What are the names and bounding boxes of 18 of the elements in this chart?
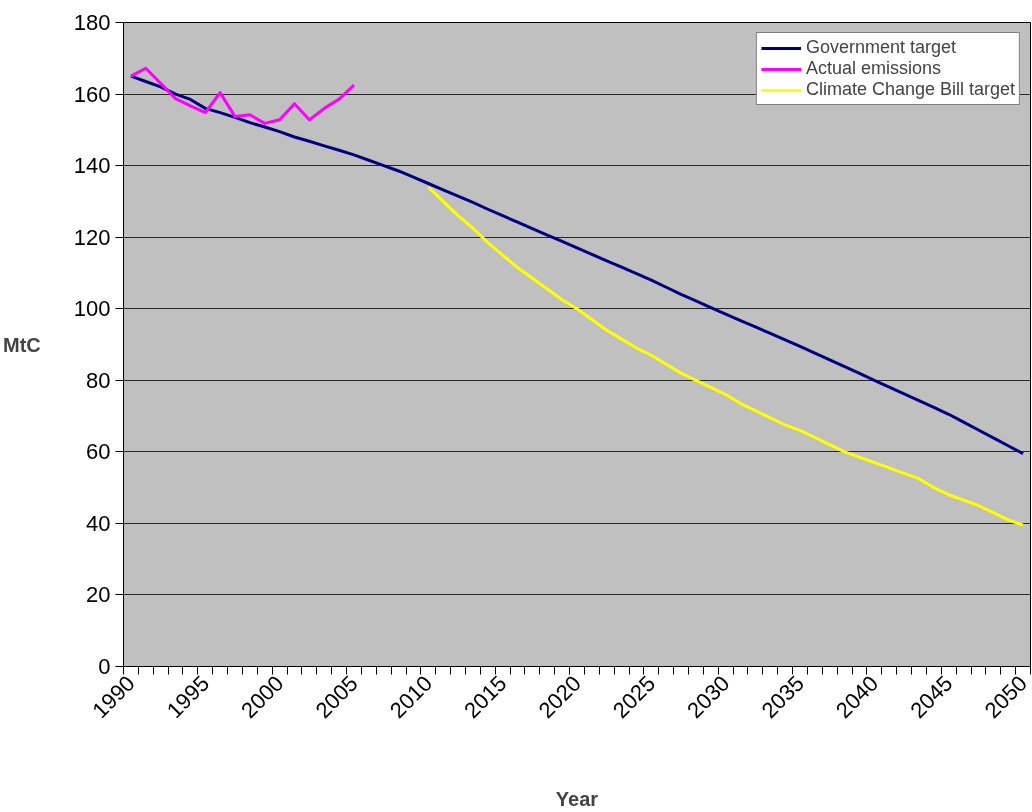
y-tick-label: 0 (98, 654, 111, 679)
y-tick-label: 80 (86, 367, 111, 393)
y-tick-label: 20 (86, 582, 111, 608)
line-series (129, 66, 356, 125)
legend-label: Climate Change Bill target (805, 79, 1015, 100)
y-tick-label: 120 (73, 224, 111, 250)
line-series (129, 74, 1025, 456)
y-tick-label: 140 (73, 153, 111, 179)
legend-label: Actual emissions (805, 58, 941, 79)
y-tick-label: 180 (73, 10, 111, 35)
y-tick-label: 160 (73, 81, 111, 107)
legend-label: Government target (805, 37, 956, 58)
y-tick-label: 60 (86, 439, 111, 465)
x-axis-title: Year (555, 787, 599, 810)
y-tick-label: 100 (73, 296, 111, 322)
line-series (426, 185, 1025, 527)
y-axis-title: MtC (3, 333, 41, 356)
y-tick-label: 40 (86, 510, 111, 536)
